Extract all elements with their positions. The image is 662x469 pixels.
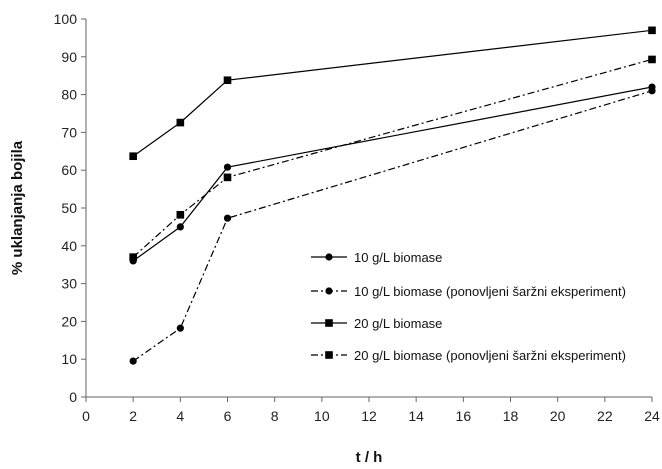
x-tick-label: 22 [597,408,613,424]
y-tick-label: 20 [61,313,77,329]
series-3 [129,26,656,161]
legend-label: 10 g/L biomase [354,250,442,265]
x-tick-label: 18 [503,408,519,424]
y-tick-label: 40 [61,238,77,254]
data-point [129,152,137,161]
axes: 0 2 4 6 8 10 12 14 16 18 20 22 240102030405060708090… [54,11,660,424]
data-point [176,118,185,127]
data-point [223,163,232,171]
legend-item: 20 g/L biomase (ponovljeni šaržni eksper… [311,348,626,363]
data-point [648,26,656,35]
legend-marker [325,319,333,327]
x-tick-label: 4 [176,408,184,424]
x-tick-label: 6 [224,408,232,424]
y-tick-label: 90 [61,49,77,65]
data-point [129,357,137,365]
x-tick-label: 16 [456,408,472,424]
legend-marker [325,287,333,295]
series-2 [129,87,656,365]
series-line [132,29,653,157]
y-tick-label: 70 [61,124,77,140]
legend-item: 20 g/L biomase [311,316,442,331]
x-tick-label: 8 [271,408,279,424]
y-tick-label: 100 [54,11,78,27]
data-point [223,76,232,85]
legend: 10 g/L biomase 10 g/L biomase (ponovljeni… [311,250,626,363]
data-point [648,55,656,64]
y-axis-title: % uklanjanja bojila [9,140,26,275]
series-1 [129,83,656,265]
y-tick-label: 30 [61,276,77,292]
legend-marker [325,253,333,261]
x-tick-label: 14 [408,408,424,424]
y-tick-label: 0 [69,389,77,405]
x-tick-label: 0 [82,408,90,424]
legend-label: 20 g/L biomase [354,316,442,331]
x-tick-label: 20 [550,408,566,424]
x-tick-label: 10 [314,408,330,424]
data-point [129,253,137,261]
y-tick-label: 80 [61,87,77,103]
y-tick-label: 60 [61,162,77,178]
legend-marker [325,351,333,359]
legend-label: 10 g/L biomase (ponovljeni šaržni eksper… [354,284,626,299]
series-4 [129,55,656,261]
y-tick-label: 50 [61,200,77,216]
series-line [132,58,653,258]
data-point [176,211,185,219]
plot-area [129,26,656,365]
legend-item: 10 g/L biomase [311,250,442,265]
data-point [223,214,232,222]
x-tick-label: 24 [644,408,660,424]
x-tick-label: 2 [129,408,137,424]
series-line [132,86,653,262]
data-point [176,324,184,332]
data-point [648,87,656,95]
y-tick-label: 10 [61,351,77,367]
data-point [176,223,184,231]
x-axis-title: t / h [356,449,383,466]
x-tick-label: 12 [361,408,377,424]
legend-item: 10 g/L biomase (ponovljeni šaržni eksper… [311,284,626,299]
legend-label: 20 g/L biomase (ponovljeni šaržni eksper… [354,348,626,363]
data-point [223,173,232,182]
